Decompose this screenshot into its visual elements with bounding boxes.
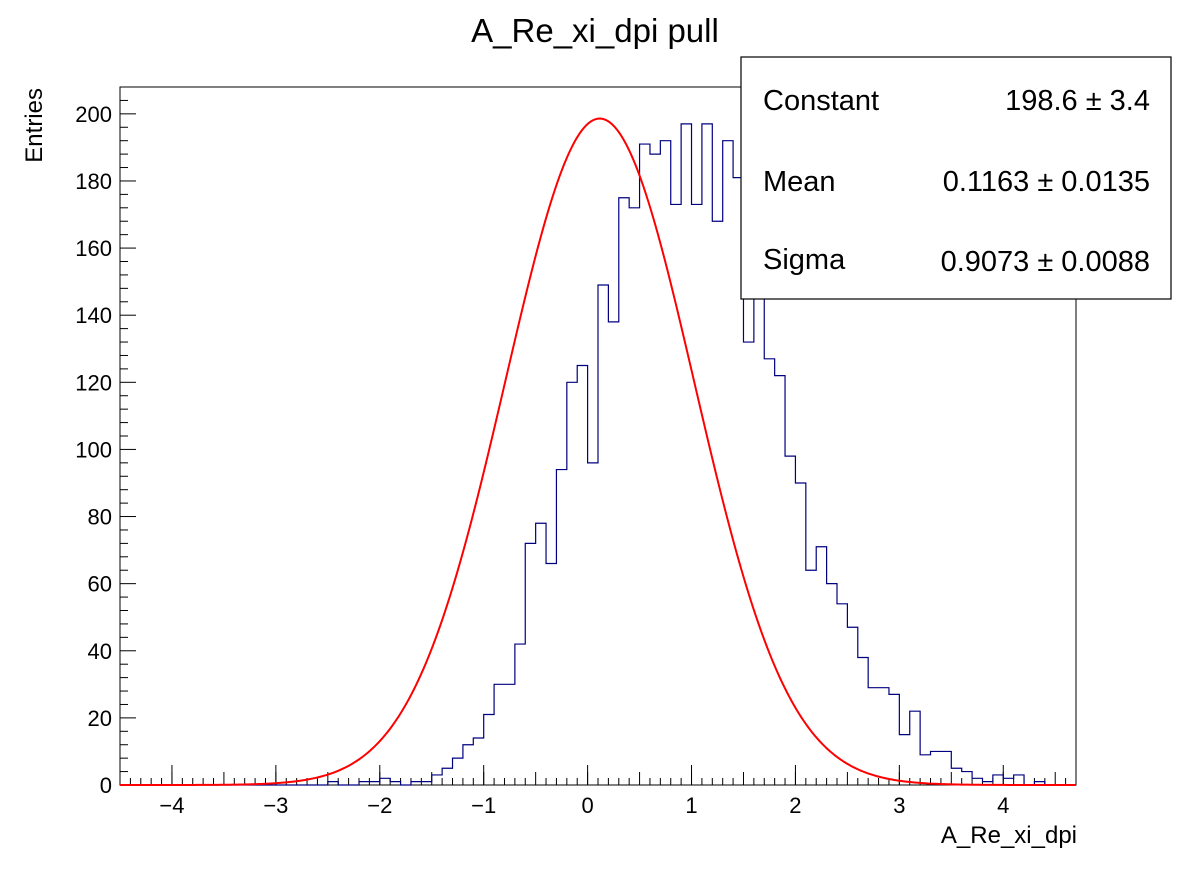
stats-label-mean: Mean bbox=[763, 166, 836, 198]
x-tick-label: −2 bbox=[367, 793, 392, 818]
y-tick-label: 180 bbox=[75, 169, 112, 194]
y-tick-label: 80 bbox=[88, 505, 112, 530]
y-tick-label: 200 bbox=[75, 102, 112, 127]
x-tick-label: 3 bbox=[893, 793, 905, 818]
x-tick-label: 0 bbox=[581, 793, 593, 818]
stats-value-sigma: 0.9073 ± 0.0088 bbox=[941, 246, 1150, 278]
stats-value-mean: 0.1163 ± 0.0135 bbox=[943, 166, 1150, 198]
x-tick-label: −3 bbox=[263, 793, 288, 818]
x-tick-label: 4 bbox=[997, 793, 1009, 818]
chart-title: A_Re_xi_dpi pull bbox=[471, 12, 719, 49]
stats-value-constant: 198.6 ± 3.4 bbox=[1005, 85, 1150, 117]
stats-box-frame bbox=[740, 56, 1172, 300]
x-tick-label: −4 bbox=[159, 793, 184, 818]
x-tick-label: −1 bbox=[471, 793, 496, 818]
y-tick-label: 120 bbox=[75, 370, 112, 395]
y-tick-label: 100 bbox=[75, 437, 112, 462]
y-tick-label: 20 bbox=[88, 706, 112, 731]
y-tick-label: 0 bbox=[100, 773, 112, 798]
y-tick-label: 60 bbox=[88, 572, 112, 597]
histogram-outline bbox=[120, 123, 1076, 786]
x-tick-label: 1 bbox=[685, 793, 697, 818]
stats-label-constant: Constant bbox=[763, 85, 879, 117]
gaussian-fit-curve bbox=[120, 117, 1076, 786]
x-tick-label: 2 bbox=[789, 793, 801, 818]
y-tick-label: 40 bbox=[88, 639, 112, 664]
y-axis-ticks: 0 20 40 60 80 100 120 140 160 180 200 bbox=[75, 102, 136, 798]
x-axis-label: A_Re_xi_dpi bbox=[941, 822, 1077, 849]
stats-label-sigma: Sigma bbox=[763, 244, 846, 276]
stats-box: Constant 198.6 ± 3.4 Mean 0.1163 ± 0.013… bbox=[740, 56, 1172, 300]
x-axis-ticks: −4 −3 −2 −1 0 1 2 3 4 bbox=[159, 765, 1009, 818]
y-axis-label: Entries bbox=[21, 88, 48, 163]
y-tick-label: 160 bbox=[75, 236, 112, 261]
y-tick-label: 140 bbox=[75, 303, 112, 328]
